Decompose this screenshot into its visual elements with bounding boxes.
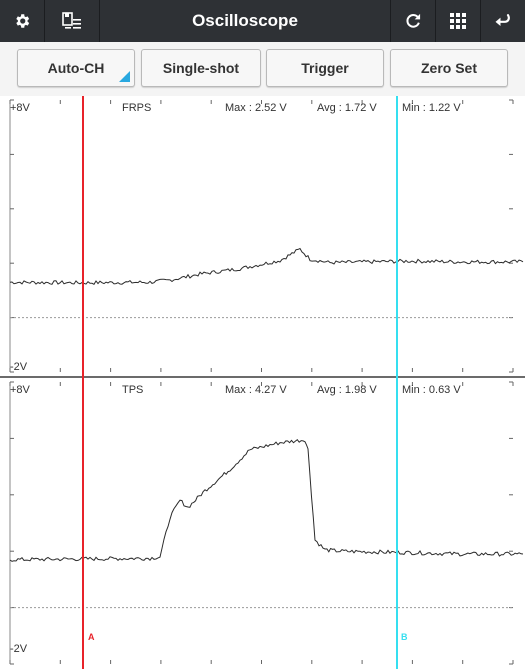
max-readout: Max : 2.52 V (225, 102, 287, 114)
cursor-b-line[interactable] (396, 96, 398, 669)
avg-readout: Avg : 1.72 V (317, 102, 377, 114)
cursor-b-label: B (401, 632, 408, 642)
zero-set-button[interactable]: Zero Set (390, 49, 508, 87)
back-icon (495, 14, 510, 26)
y-min-label: -2V (10, 361, 28, 373)
trigger-label: Trigger (301, 60, 349, 76)
channel-name: FRPS (122, 102, 152, 114)
y-min-label: -2V (10, 643, 28, 655)
cursor-a-line[interactable] (82, 96, 84, 669)
settings-button[interactable] (0, 0, 45, 42)
signal-trace (9, 439, 524, 562)
trigger-button[interactable]: Trigger (266, 49, 384, 87)
zero-set-label: Zero Set (420, 60, 477, 76)
top-bar: Oscilloscope (0, 0, 525, 42)
back-button[interactable] (480, 0, 525, 42)
grid-icon (450, 13, 466, 29)
auto-ch-button[interactable]: Auto-CH (17, 49, 135, 87)
waveform-tps (9, 381, 524, 665)
page-title: Oscilloscope (192, 11, 298, 30)
scope-panel-frps[interactable]: +8V FRPS Max : 2.52 V Avg : 1.72 V Min :… (0, 96, 525, 377)
panel-divider (0, 376, 525, 378)
max-readout: Max : 4.27 V (225, 384, 287, 396)
y-max-label: +8V (10, 102, 30, 114)
single-shot-button[interactable]: Single-shot (141, 49, 261, 87)
save-list-icon (62, 12, 81, 29)
gear-icon (16, 14, 30, 28)
dropdown-corner-icon (119, 71, 130, 82)
min-readout: Min : 0.63 V (402, 384, 461, 396)
refresh-icon (406, 13, 421, 28)
save-list-button[interactable] (45, 0, 100, 42)
auto-ch-label: Auto-CH (47, 60, 105, 76)
signal-trace (9, 247, 524, 285)
min-readout: Min : 1.22 V (402, 102, 461, 114)
scope-panel-tps[interactable]: +8V TPS Max : 4.27 V Avg : 1.98 V Min : … (0, 377, 525, 669)
grid-button[interactable] (435, 0, 480, 42)
channel-name: TPS (122, 384, 144, 396)
refresh-button[interactable] (390, 0, 435, 42)
avg-readout: Avg : 1.98 V (317, 384, 377, 396)
y-max-label: +8V (10, 384, 30, 396)
single-shot-label: Single-shot (162, 60, 240, 76)
control-button-row: Auto-CH Single-shot Trigger Zero Set (0, 42, 525, 96)
cursor-a-label: A (88, 632, 95, 642)
waveform-frps (9, 99, 524, 373)
